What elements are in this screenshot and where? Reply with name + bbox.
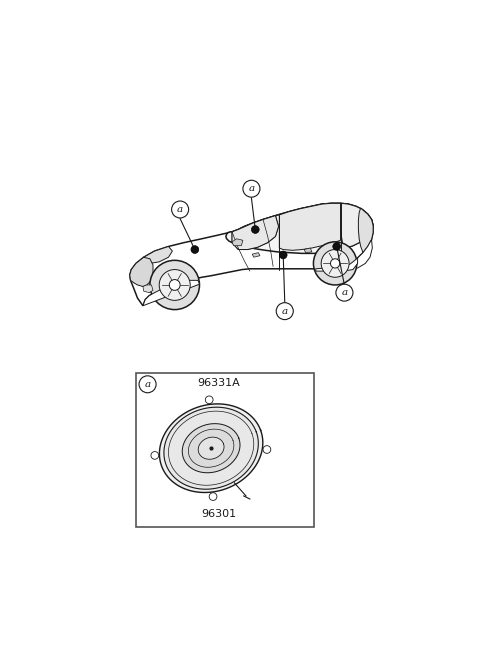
Polygon shape bbox=[252, 253, 260, 257]
Text: a: a bbox=[248, 184, 254, 193]
Circle shape bbox=[279, 251, 287, 259]
Polygon shape bbox=[279, 203, 340, 250]
Circle shape bbox=[191, 246, 199, 253]
Text: a: a bbox=[282, 307, 288, 316]
Polygon shape bbox=[340, 203, 373, 249]
Circle shape bbox=[321, 250, 349, 277]
Circle shape bbox=[159, 270, 190, 301]
Text: 96331A: 96331A bbox=[197, 378, 240, 388]
Text: 96301: 96301 bbox=[201, 509, 237, 519]
Circle shape bbox=[252, 226, 259, 233]
Circle shape bbox=[151, 451, 159, 459]
Circle shape bbox=[205, 396, 213, 403]
Polygon shape bbox=[143, 285, 153, 293]
Circle shape bbox=[276, 303, 293, 320]
Polygon shape bbox=[226, 203, 373, 253]
Circle shape bbox=[263, 445, 271, 453]
Bar bbox=[136, 373, 314, 527]
Polygon shape bbox=[359, 208, 373, 253]
Circle shape bbox=[139, 376, 156, 393]
Polygon shape bbox=[316, 258, 358, 271]
Circle shape bbox=[330, 259, 340, 268]
Polygon shape bbox=[304, 248, 312, 253]
Circle shape bbox=[150, 260, 200, 310]
Polygon shape bbox=[198, 437, 224, 459]
Polygon shape bbox=[342, 240, 372, 270]
Circle shape bbox=[209, 493, 217, 500]
Circle shape bbox=[333, 242, 340, 250]
Circle shape bbox=[169, 280, 180, 290]
Text: a: a bbox=[177, 205, 183, 214]
Text: a: a bbox=[341, 288, 348, 297]
Circle shape bbox=[313, 242, 357, 285]
Circle shape bbox=[243, 180, 260, 197]
Polygon shape bbox=[232, 239, 243, 246]
Polygon shape bbox=[159, 404, 263, 493]
Circle shape bbox=[172, 201, 189, 218]
Polygon shape bbox=[164, 407, 258, 489]
Polygon shape bbox=[232, 215, 278, 250]
Polygon shape bbox=[143, 280, 200, 306]
Polygon shape bbox=[232, 215, 278, 250]
Polygon shape bbox=[144, 246, 172, 263]
Polygon shape bbox=[130, 203, 373, 306]
Polygon shape bbox=[130, 257, 153, 286]
Text: a: a bbox=[144, 380, 151, 389]
Circle shape bbox=[336, 284, 353, 301]
Polygon shape bbox=[182, 424, 240, 473]
